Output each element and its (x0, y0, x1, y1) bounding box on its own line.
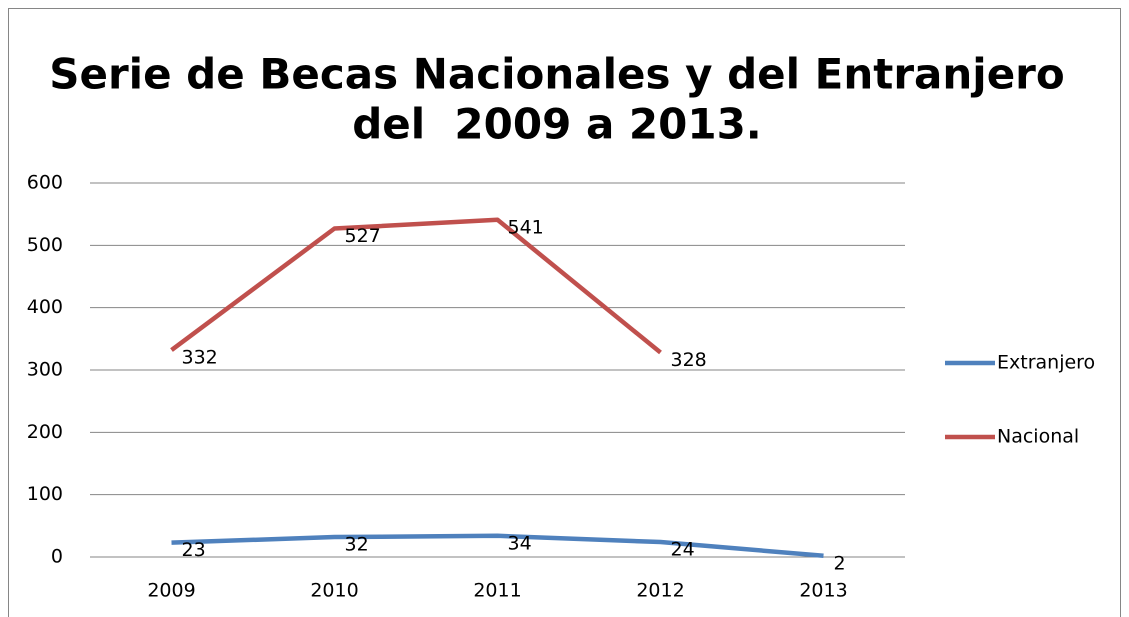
series-line (170, 217, 662, 355)
series-line (171, 533, 824, 558)
y-tick-label: 200 (27, 421, 63, 443)
chart-title: Serie de Becas Nacionales y del Entranje… (49, 50, 1065, 99)
x-tick-label: 2013 (799, 580, 847, 602)
data-label: 328 (671, 349, 707, 371)
data-label: 24 (671, 539, 695, 561)
legend-label: Extranjero (997, 352, 1095, 374)
x-tick-label: 2012 (636, 580, 684, 602)
x-tick-label: 2010 (310, 580, 358, 602)
x-tick-label: 2009 (147, 580, 195, 602)
y-tick-label: 600 (27, 172, 63, 194)
legend-label: Nacional (997, 426, 1079, 448)
data-label: 32 (345, 534, 369, 556)
y-tick-label: 500 (27, 234, 63, 256)
y-tick-label: 0 (51, 546, 63, 568)
data-label: 527 (345, 225, 381, 247)
data-label: 23 (182, 539, 206, 561)
y-tick-label: 400 (27, 296, 63, 318)
y-tick-label: 300 (27, 359, 63, 381)
data-label: 34 (508, 532, 532, 554)
data-label: 332 (182, 347, 218, 369)
data-label: 541 (508, 216, 544, 238)
chart-frame (8, 8, 1121, 617)
data-label: 2 (834, 552, 846, 574)
x-tick-label: 2011 (473, 580, 521, 602)
chart-title: del 2009 a 2013. (352, 100, 762, 149)
y-tick-label: 100 (27, 483, 63, 505)
